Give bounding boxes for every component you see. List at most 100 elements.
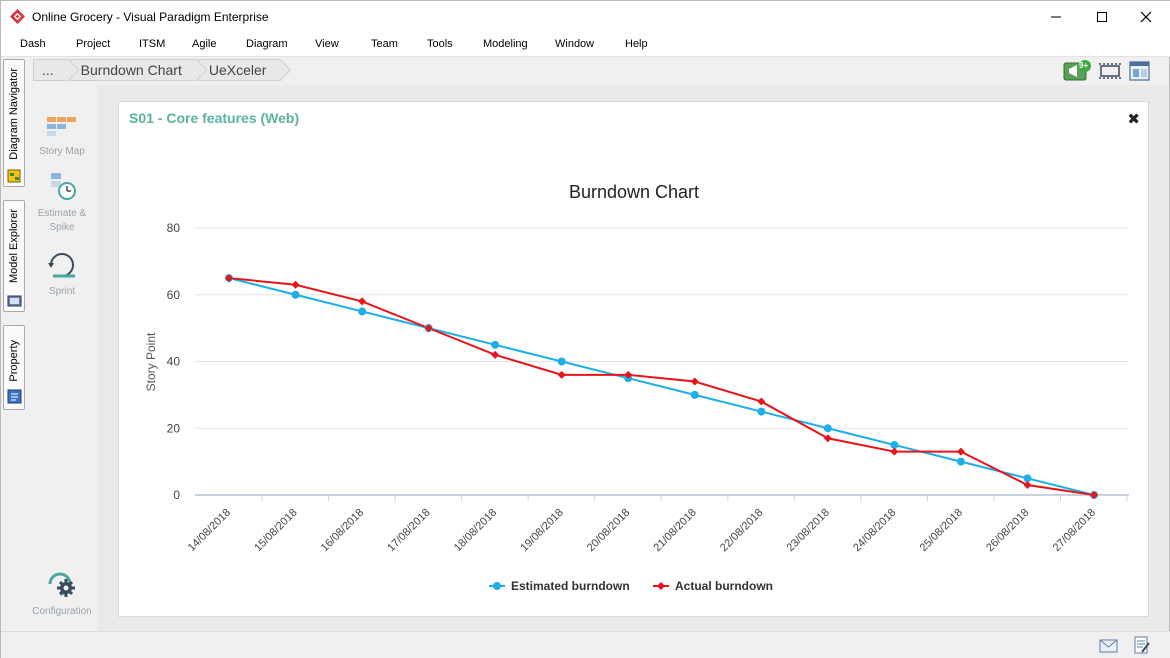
chart-x-tick-label: 20/08/2018 [585,507,632,554]
menu-itsm[interactable]: ITSM [139,38,166,50]
chart-y-tick-label: 40 [167,355,181,369]
menu-diagram[interactable]: Diagram [246,38,288,50]
legend-marker [493,582,501,590]
configuration-button[interactable]: Configuration [27,569,97,619]
actual-point [624,370,633,379]
tab-diagram-navigator[interactable]: Diagram Navigator [3,59,25,187]
chart-y-tick-label: 80 [167,221,181,235]
actual-point [225,274,233,283]
story-map-label: Story Map [39,146,85,157]
model-explorer-icon [7,295,22,307]
status-bar [1,631,1170,658]
chart-x-tick-label: 17/08/2018 [385,507,432,554]
side-tabs: Diagram Navigator Model Explorer Propert… [1,57,27,658]
chart-x-tick-label: 16/08/2018 [319,507,366,554]
chart-x-tick-label: 23/08/2018 [785,507,832,554]
menu-modeling[interactable]: Modeling [483,38,528,50]
menu-window[interactable]: Window [555,38,595,50]
layout-button[interactable] [1128,60,1152,85]
announcement-button[interactable]: 9+ [1063,60,1093,85]
estimated-point [890,440,899,449]
menu-agile[interactable]: Agile [192,38,217,50]
legend-label: Estimated burndown [511,579,630,593]
configuration-icon [48,572,75,597]
fit-view-button[interactable] [1098,60,1122,85]
chart-x-tick-label: 26/08/2018 [984,507,1031,554]
estimated-point [358,307,367,316]
chart-x-tick-label: 27/08/2018 [1051,507,1098,554]
tab-property[interactable]: Property [3,325,25,410]
menu-bar: Dash Project ITSM Agile Diagram View Tea… [1,33,1170,57]
actual-point [1023,480,1032,489]
minimize-button[interactable] [1033,1,1079,33]
breadcrumb-burndown-label: Burndown Chart [80,62,182,78]
panel-title: S01 - Core features (Web) [129,110,300,126]
maximize-button[interactable] [1079,1,1125,33]
announcement-icon [1063,60,1091,81]
chart-y-tick-label: 0 [173,488,180,502]
panel-close-button[interactable]: ✖ [1127,111,1140,128]
chart-y-axis-label: Story Point [144,332,158,391]
maximize-icon [1097,12,1107,22]
agile-left-panel: Story Map Estimate & Spike Sprint [27,85,97,631]
window-title: Online Grocery - Visual Paradigm Enterpr… [32,10,269,24]
notification-badge: 9+ [1079,61,1089,70]
chart-x-tick-label: 25/08/2018 [918,507,965,554]
actual-point [690,377,699,386]
chart-x-tick-label: 19/08/2018 [518,507,565,554]
tab-model-explorer-label: Model Explorer [8,209,20,283]
menu-dash[interactable]: Dash [20,38,46,50]
series-line-actual [228,277,1095,496]
legend-label: Actual burndown [675,579,773,593]
sprint-label: Sprint [48,286,76,297]
actual-point [956,447,965,456]
estimated-point [491,340,500,349]
chart-y-tick-label: 60 [167,288,181,302]
menu-view[interactable]: View [315,38,339,50]
estimated-point [557,357,566,366]
estimated-point [291,290,300,299]
breadcrumb-more[interactable]: ... [33,59,68,81]
sprint-button[interactable]: Sprint [27,251,97,299]
actual-point [424,324,433,333]
main-content: S01 - Core features (Web) ✖ Burndown Cha… [97,85,1169,631]
diagram-navigator-icon [7,169,21,183]
estimated-point [1023,474,1032,483]
app-logo-icon [10,9,25,24]
menu-help[interactable]: Help [625,38,648,50]
breadcrumb-burndown-chart[interactable]: Burndown Chart [69,59,196,81]
breadcrumb-more-label: ... [42,62,54,78]
actual-point [557,370,566,379]
story-map-button[interactable]: Story Map [27,115,97,159]
menu-team[interactable]: Team [371,38,398,50]
menu-project[interactable]: Project [76,38,111,50]
estimate-spike-label-line2: Spike [49,222,75,233]
tab-model-explorer[interactable]: Model Explorer [3,200,25,312]
chart-x-tick-label: 15/08/2018 [252,507,299,554]
chart-y-tick-label: 20 [167,421,181,435]
actual-point [757,397,766,406]
actual-point [1090,491,1098,499]
title-bar: Online Grocery - Visual Paradigm Enterpr… [1,1,1170,33]
estimated-point [757,407,766,416]
estimate-spike-icon [51,173,76,200]
estimated-point [823,424,832,433]
tab-property-label: Property [8,340,20,382]
menu-tools[interactable]: Tools [427,38,453,50]
estimate-spike-button[interactable]: Estimate & Spike [27,171,97,235]
burndown-chart: Burndown Chart Story Point 0 20 40 60 80 14/… [144,182,1129,593]
breadcrumb: ... Burndown Chart UeXceler [33,59,282,81]
close-icon [1140,11,1152,23]
mail-icon[interactable] [1099,638,1119,654]
document-edit-icon[interactable] [1133,635,1151,655]
property-icon [7,389,22,404]
minimize-icon [1051,16,1061,18]
story-map-icon [47,117,76,136]
chart-x-tick-label: 14/08/2018 [186,507,233,554]
breadcrumb-uexceler[interactable]: UeXceler [197,59,281,81]
close-window-button[interactable] [1123,1,1169,33]
estimated-point [690,390,699,399]
chart-x-tick-label: 22/08/2018 [718,507,765,554]
chart-x-tick-label: 18/08/2018 [452,507,499,554]
